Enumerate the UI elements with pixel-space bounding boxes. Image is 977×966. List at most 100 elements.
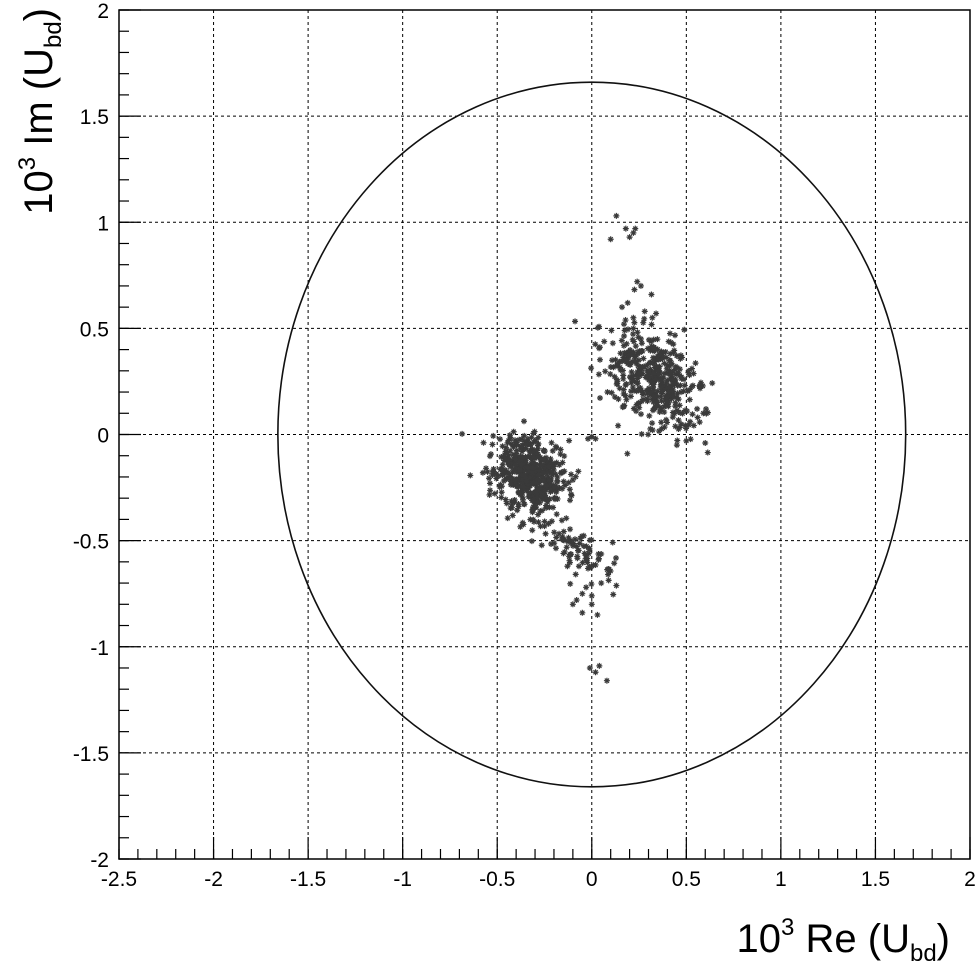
y-title-sub: bd	[40, 21, 67, 48]
data-point	[507, 478, 514, 485]
data-point	[654, 393, 661, 400]
y-tick-label: -2	[90, 849, 109, 872]
data-point	[667, 350, 674, 357]
data-point	[644, 398, 651, 405]
data-point	[665, 338, 672, 345]
data-point	[557, 451, 564, 458]
data-point	[658, 398, 665, 405]
data-point	[507, 481, 514, 488]
data-point	[704, 449, 711, 456]
data-point	[663, 354, 670, 361]
data-point	[530, 479, 537, 486]
data-point	[570, 542, 577, 549]
data-point	[694, 405, 701, 412]
data-point	[543, 502, 550, 509]
data-point	[638, 364, 645, 371]
data-point	[674, 390, 681, 397]
data-point	[620, 386, 627, 393]
data-point	[501, 451, 508, 458]
data-point	[674, 382, 681, 389]
data-point	[504, 449, 511, 456]
data-point	[630, 405, 637, 412]
data-point	[547, 458, 554, 465]
data-point	[685, 421, 692, 428]
data-point	[529, 493, 536, 500]
data-point	[489, 441, 496, 448]
data-point	[557, 446, 564, 453]
data-point	[649, 396, 656, 403]
data-point	[700, 410, 707, 417]
data-point	[659, 355, 666, 362]
data-point	[673, 394, 680, 401]
data-point	[489, 472, 496, 479]
data-point	[553, 459, 560, 466]
data-point	[650, 393, 657, 400]
data-point	[506, 432, 513, 439]
x-title-sup: 3	[781, 914, 794, 941]
data-point	[533, 464, 540, 471]
x-tick-label: -2.5	[101, 868, 137, 891]
data-point	[569, 476, 576, 483]
x-tick-label: -0.5	[479, 868, 515, 891]
data-point	[596, 344, 603, 351]
data-point	[566, 553, 573, 560]
data-point	[575, 547, 582, 554]
data-point	[669, 386, 676, 393]
data-point	[664, 419, 671, 426]
data-point	[633, 360, 640, 367]
data-point	[505, 437, 512, 444]
data-point	[527, 442, 534, 449]
data-point	[585, 550, 592, 557]
data-point	[487, 480, 494, 487]
data-point	[615, 396, 622, 403]
data-point	[499, 443, 506, 450]
data-point	[663, 379, 670, 386]
data-point	[566, 437, 573, 444]
data-point	[674, 437, 681, 444]
data-point	[536, 455, 543, 462]
data-point	[567, 497, 574, 504]
data-point	[688, 365, 695, 372]
data-point	[507, 434, 514, 441]
data-point	[509, 457, 516, 464]
data-point	[677, 355, 684, 362]
data-point	[563, 544, 570, 551]
data-point	[526, 474, 533, 481]
data-point	[678, 375, 685, 382]
data-point	[572, 571, 579, 578]
data-point	[531, 448, 538, 455]
data-point	[540, 456, 547, 463]
data-point	[696, 419, 703, 426]
data-point	[653, 363, 660, 370]
data-point	[654, 353, 661, 360]
data-point	[552, 443, 559, 450]
data-point	[525, 489, 532, 496]
data-point	[634, 329, 641, 336]
data-point	[672, 403, 679, 410]
data-point	[575, 468, 582, 475]
data-point	[631, 353, 638, 360]
data-point	[694, 414, 701, 421]
data-point	[672, 332, 679, 339]
y-tick-label: -0.5	[73, 531, 109, 554]
data-point	[498, 489, 505, 496]
data-point	[650, 399, 657, 406]
data-point	[605, 577, 612, 584]
data-point	[548, 460, 555, 467]
data-point	[546, 504, 553, 511]
data-point	[513, 483, 520, 490]
data-point	[634, 348, 641, 355]
y-title-sup: 3	[14, 157, 41, 170]
data-point	[500, 478, 507, 485]
data-point	[553, 534, 560, 541]
data-point	[522, 445, 529, 452]
data-point	[658, 348, 665, 355]
x-title-sub: bd	[910, 940, 937, 966]
data-point	[551, 529, 558, 536]
data-point	[661, 409, 668, 416]
data-point	[606, 566, 613, 573]
data-point	[607, 236, 614, 243]
x-tick-label: -2	[204, 868, 223, 891]
data-point	[675, 417, 682, 424]
data-point	[651, 406, 658, 413]
